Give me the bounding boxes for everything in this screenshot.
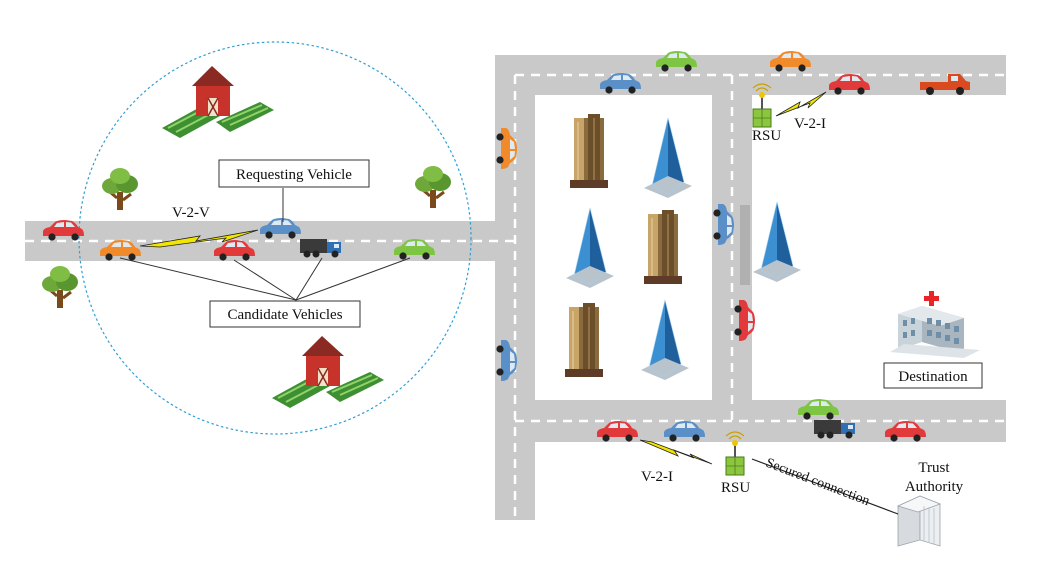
skyscraper-icon [643, 117, 693, 199]
skyscraper-icon [565, 207, 615, 289]
skyscraper-icon [569, 113, 609, 189]
tree-icon [413, 164, 453, 210]
lightning-signal-icon [139, 229, 259, 248]
callout-lines [119, 188, 411, 301]
communication-range-circle [78, 41, 472, 435]
road-shadow [740, 205, 750, 285]
trust-authority-label-line2: Authority [905, 479, 964, 495]
skyscraper-icon [752, 201, 802, 283]
v2i-bottom-label: V-2-I [641, 469, 673, 485]
lane-markings [25, 73, 1006, 520]
server-icon [896, 495, 942, 547]
tree-icon [40, 264, 80, 310]
rsu-top-label: RSU [752, 128, 781, 144]
destination-label: Destination [883, 362, 983, 389]
destination-text: Destination [898, 369, 968, 385]
requesting-vehicle-label: Requesting Vehicle [218, 159, 370, 188]
barn-farm-icon [271, 335, 385, 409]
v2i-top-label: V-2-I [794, 116, 826, 132]
candidate-vehicles-label: Candidate Vehicles [209, 300, 361, 328]
tree-icon [100, 166, 140, 212]
candidate-vehicles-text: Candidate Vehicles [227, 307, 342, 323]
secured-connection-line [751, 458, 899, 515]
skyscraper-icon [643, 209, 683, 285]
barn-farm-icon [161, 65, 275, 139]
trust-authority-label-line1: Trust [918, 460, 950, 476]
skyscraper-icon [640, 299, 690, 381]
lightning-signal-icon [639, 439, 713, 465]
secured-connection-label: Secured connection [764, 456, 872, 509]
rsu-bottom-label: RSU [721, 480, 750, 496]
lightning-signal-icon [775, 91, 827, 117]
skyscraper-icon [564, 302, 604, 378]
requesting-vehicle-text: Requesting Vehicle [236, 167, 352, 183]
v2v-label: V-2-V [172, 205, 210, 221]
hospital-icon [890, 291, 980, 358]
